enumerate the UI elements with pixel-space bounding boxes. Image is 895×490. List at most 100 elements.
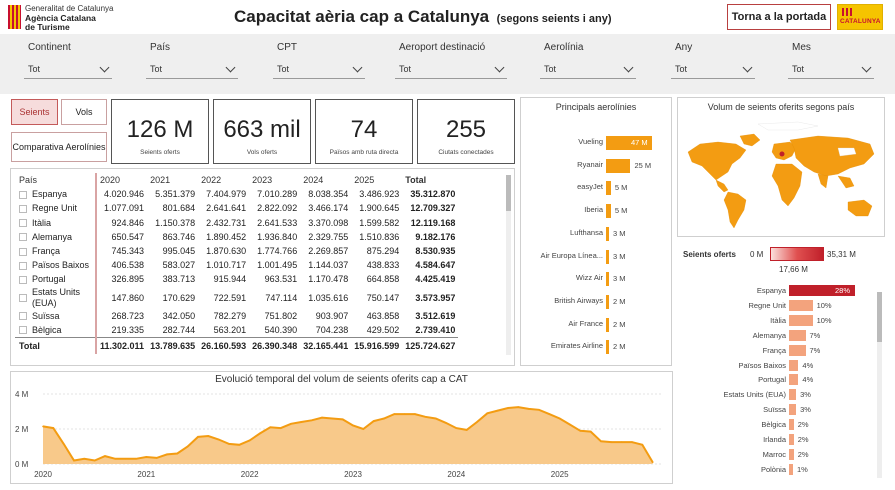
data-point[interactable] — [155, 457, 158, 459]
country-bars-scrollbar[interactable] — [877, 292, 882, 478]
data-point[interactable] — [507, 407, 509, 409]
country-bar-row[interactable]: Irlanda 2% — [677, 434, 885, 446]
data-point[interactable] — [217, 438, 220, 441]
comparativa-aerolinies-button[interactable]: Comparativa Aerolínies — [11, 132, 107, 162]
country-bar[interactable] — [789, 389, 797, 401]
airline-bar[interactable] — [606, 249, 609, 264]
airline-bar[interactable] — [606, 204, 611, 219]
country-bar-row[interactable]: França 7% — [677, 344, 885, 357]
row-expand-icon[interactable] — [19, 276, 27, 285]
airline-bar[interactable] — [606, 317, 609, 332]
seients-toggle-button[interactable]: Seients — [11, 99, 58, 125]
column-header-2021[interactable]: 2021 — [150, 175, 171, 186]
table-row[interactable]: Itàlia 924.846 1.150.378 2.432.731 2.641.533… — [15, 215, 458, 230]
data-point[interactable] — [290, 423, 292, 425]
column-header-pais[interactable]: País — [19, 175, 38, 186]
table-row[interactable]: Alemanya 650.547 863.746 1.890.452 1.936.840… — [15, 229, 458, 244]
row-expand-icon[interactable] — [19, 219, 27, 228]
data-point[interactable] — [279, 427, 282, 429]
data-point[interactable] — [114, 458, 117, 460]
data-point[interactable] — [445, 422, 447, 424]
row-expand-icon[interactable] — [19, 247, 27, 256]
data-point[interactable] — [42, 425, 44, 428]
table-scrollbar[interactable] — [506, 175, 511, 355]
airline-row[interactable]: Lufthansa 3 M — [521, 226, 673, 241]
data-point[interactable] — [362, 428, 365, 430]
world-map[interactable] — [678, 114, 884, 234]
data-point[interactable] — [166, 453, 168, 456]
data-point[interactable] — [486, 412, 489, 415]
country-bar[interactable] — [789, 359, 799, 371]
data-point[interactable] — [248, 439, 251, 442]
home-button[interactable]: Torna a la portada — [727, 4, 831, 30]
data-point[interactable] — [517, 406, 520, 408]
column-header-2023[interactable]: 2023 — [252, 175, 273, 186]
row-expand-icon[interactable] — [19, 233, 27, 242]
data-point[interactable] — [207, 435, 210, 437]
country-bar-row[interactable]: Regne Unit 10% — [677, 299, 885, 312]
column-header-total[interactable]: Total — [405, 175, 427, 186]
airline-bar[interactable] — [606, 272, 609, 287]
data-point[interactable] — [73, 459, 75, 462]
data-point[interactable] — [352, 424, 354, 427]
filter-cpt-dropdown[interactable]: Tot — [273, 59, 365, 79]
airline-row[interactable]: British Airways 2 M — [521, 294, 673, 309]
country-bar-row[interactable]: Itàlia 10% — [677, 314, 885, 327]
data-point[interactable] — [496, 409, 499, 412]
airline-bar[interactable] — [606, 181, 611, 196]
table-row[interactable]: Espanya 4.020.946 5.351.379 7.404.979 7.010.… — [15, 187, 458, 202]
airline-row[interactable]: Air France 2 M — [521, 317, 673, 332]
data-point[interactable] — [383, 417, 385, 420]
table-row[interactable]: Bèlgica 219.335 282.744 563.201 540.390 704.2… — [15, 322, 458, 338]
country-bar-row[interactable]: Polònia 1% — [677, 463, 885, 476]
country-bar[interactable] — [789, 344, 806, 356]
data-point[interactable] — [269, 426, 272, 429]
data-point[interactable] — [145, 456, 148, 458]
data-point[interactable] — [589, 430, 592, 433]
data-point[interactable] — [465, 429, 468, 431]
airline-bar[interactable] — [606, 226, 609, 241]
airline-row[interactable]: Iberia 5 M — [521, 204, 673, 219]
series-line[interactable] — [42, 406, 654, 463]
airline-row[interactable]: Ryanair 25 M — [521, 158, 673, 173]
data-point[interactable] — [610, 441, 613, 443]
data-point[interactable] — [331, 417, 334, 420]
country-bar-row[interactable]: Països Baixos 4% — [677, 359, 885, 372]
data-point[interactable] — [620, 441, 623, 443]
data-point[interactable] — [186, 445, 189, 448]
data-point[interactable] — [403, 413, 406, 415]
airline-bar[interactable] — [606, 158, 631, 173]
series-area[interactable] — [43, 407, 653, 464]
data-point[interactable] — [631, 441, 633, 443]
column-header-2025[interactable]: 2025 — [354, 175, 375, 186]
country-bar[interactable] — [789, 404, 797, 416]
filter-continent-dropdown[interactable]: Tot — [24, 59, 112, 79]
table-row[interactable]: Països Baixos 406.538 583.027 1.010.717 1.00… — [15, 258, 458, 273]
row-expand-icon[interactable] — [19, 261, 27, 270]
country-bar[interactable] — [789, 374, 799, 386]
airline-row[interactable]: Wizz Air 3 M — [521, 272, 673, 287]
data-point[interactable] — [197, 436, 199, 438]
airline-bar[interactable] — [606, 136, 652, 150]
table-row[interactable]: Portugal 326.895 383.713 915.944 963.531 1.17… — [15, 272, 458, 287]
country-bar-row[interactable]: Bèlgica 2% — [677, 419, 885, 431]
country-bar-row[interactable]: Espanya 28% — [677, 285, 885, 297]
airline-row[interactable]: Vueling 47 M — [521, 136, 673, 150]
row-expand-icon[interactable] — [19, 326, 27, 335]
table-row[interactable]: Regne Unit 1.077.091 801.684 2.641.641 2.822… — [15, 201, 458, 216]
filter-pa-s-dropdown[interactable]: Tot — [146, 59, 238, 79]
map-spain-marker[interactable] — [779, 151, 785, 157]
country-bars-scroll-thumb[interactable] — [877, 292, 882, 342]
data-point[interactable] — [393, 413, 396, 415]
data-point[interactable] — [651, 461, 654, 464]
column-header-2022[interactable]: 2022 — [201, 175, 222, 186]
row-expand-icon[interactable] — [19, 312, 27, 321]
time-series-chart[interactable]: 0 M 2 M 4 M 2020 2021 2022 2023 2024 2025 — [11, 372, 672, 483]
data-point[interactable] — [259, 432, 261, 435]
filter-mes-dropdown[interactable]: Tot — [788, 59, 874, 79]
data-point[interactable] — [476, 421, 478, 423]
data-point[interactable] — [569, 423, 571, 426]
data-point[interactable] — [321, 416, 323, 419]
filter-aerol-nia-dropdown[interactable]: Tot — [540, 59, 636, 79]
data-point[interactable] — [548, 413, 551, 415]
